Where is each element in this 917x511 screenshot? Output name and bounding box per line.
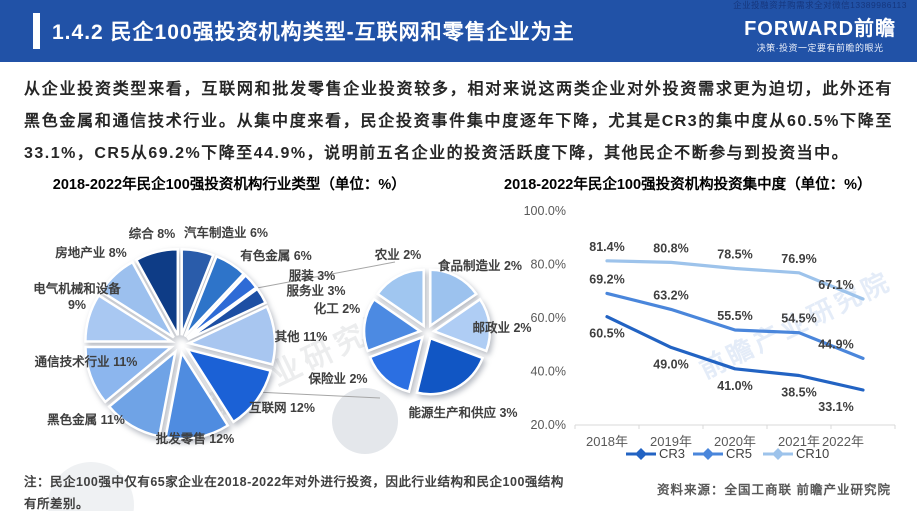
y-axis-tick-label: 20.0% xyxy=(531,418,566,432)
svg-text:能源生产和供应 3%: 能源生产和供应 3% xyxy=(408,405,517,420)
pie-slice xyxy=(431,297,492,353)
series-line-cr3 xyxy=(605,315,865,392)
pie-labels: 食品制造业 2% 邮政业 2% 能源生产和供应 3% 保险业 2% 化工 2% 农业 2% xyxy=(307,247,531,420)
y-axis-tick-label: 100.0% xyxy=(524,204,566,218)
data-label: 80.8% xyxy=(653,241,688,255)
svg-text:通信技术行业 11%: 通信技术行业 11% xyxy=(35,354,138,369)
legend-marker-icon xyxy=(635,448,647,460)
svg-text:服务业 3%: 服务业 3% xyxy=(286,283,345,298)
pie-slice xyxy=(185,304,277,367)
svg-text:互联网 12%: 互联网 12% xyxy=(249,401,315,415)
legend-label-cr3: CR3 xyxy=(659,446,685,461)
intro-paragraph: 从企业投资类型来看，互联网和批发零售企业投资较多，相对来说这两类企业对外投资需求… xyxy=(24,81,893,162)
x-axis-category-label: 2019年 xyxy=(650,434,692,449)
svg-text:汽车制造业 6%: 汽车制造业 6% xyxy=(184,225,268,240)
data-label: 41.0% xyxy=(717,379,752,393)
y-axis-tick-label: 40.0% xyxy=(531,365,566,379)
y-axis-tick-label: 60.0% xyxy=(531,311,566,325)
pie-slice xyxy=(362,297,423,353)
data-label: 49.0% xyxy=(653,357,688,371)
brand-block: 企业投融资并购需求全对微信13389986113 FORWARD前瞻 决策·投资… xyxy=(733,0,907,54)
y-axis-tick-label: 80.0% xyxy=(531,258,566,272)
data-label: 63.2% xyxy=(653,288,688,302)
x-axis-category-label: 2022年 xyxy=(822,434,864,449)
svg-text:电气机械和设备: 电气机械和设备 xyxy=(33,281,121,296)
svg-text:服装 3%: 服装 3% xyxy=(289,268,336,283)
svg-text:化工 2%: 化工 2% xyxy=(314,301,361,316)
data-label: 69.2% xyxy=(589,272,624,286)
line-chart-title: 2018-2022年民企100强投资机构投资集中度（单位：%） xyxy=(504,177,872,193)
x-axis-category-label: 2021年 xyxy=(778,434,820,449)
footnote: 注：民企100强中仅有65家企业在2018-2022年对外进行投资，因此行业结构… xyxy=(24,475,564,511)
svg-text:9%: 9% xyxy=(68,298,86,312)
pie-slice xyxy=(84,293,176,343)
data-label: 60.5% xyxy=(589,327,624,341)
data-source: 资料来源：全国工商联 前瞻产业研究院 xyxy=(657,483,891,497)
series-line-cr5 xyxy=(605,291,865,360)
data-label: 54.5% xyxy=(781,312,816,326)
pie-slice xyxy=(99,260,175,339)
svg-text:黑色金属 11%: 黑色金属 11% xyxy=(47,412,125,427)
svg-text:房地产业 8%: 房地产业 8% xyxy=(55,245,127,260)
pie-slice xyxy=(183,254,246,338)
contact-watermark: 企业投融资并购需求全对微信13389986113 xyxy=(733,0,907,10)
pie-chart-title: 2018-2022年民企100强投资机构行业类型（单位：%） xyxy=(52,177,406,193)
x-axis-category-label: 2018年 xyxy=(586,434,628,449)
svg-text:食品制造业 2%: 食品制造业 2% xyxy=(437,258,522,273)
header-bar: 1.4.2 民企100强投资机构类型-互联网和零售企业为主 企业投融资并购需求全… xyxy=(0,0,917,62)
pie-slice xyxy=(429,268,479,329)
pie-slice xyxy=(84,345,175,404)
pie-slice xyxy=(185,273,259,340)
svg-text:其他 11%: 其他 11% xyxy=(275,329,328,344)
pie-slice xyxy=(107,348,178,438)
svg-text:农业 2%: 农业 2% xyxy=(374,247,422,262)
brand-tagline: 决策·投资一定要有前瞻的眼光 xyxy=(756,43,884,53)
x-axis-category-label: 2020年 xyxy=(714,434,756,449)
data-label: 33.1% xyxy=(818,400,853,414)
concentration-line-chart: 100.0% 80.0% 60.0% 40.0% 20.0% 2018年 2019年 2020… xyxy=(524,204,896,461)
pie-slices xyxy=(362,268,492,396)
pie-slice xyxy=(186,287,268,341)
pie-slice xyxy=(184,347,273,424)
legend-marker-icon xyxy=(772,448,784,460)
data-label: 38.5% xyxy=(781,386,816,400)
svg-text:保险业 2%: 保险业 2% xyxy=(307,371,367,386)
data-label: 44.9% xyxy=(818,337,853,351)
pie-slice xyxy=(375,268,425,329)
pie-slice xyxy=(180,247,215,336)
svg-text:邮政业 2%: 邮政业 2% xyxy=(472,320,531,335)
svg-text:有色金属 6%: 有色金属 6% xyxy=(240,248,312,263)
data-label: 81.4% xyxy=(589,240,624,254)
series-line-cr10 xyxy=(605,259,865,301)
data-label: 78.5% xyxy=(717,248,752,262)
forward-logo: FORWARD前瞻 xyxy=(744,18,897,40)
pie-slices xyxy=(84,247,277,441)
pie-slice xyxy=(415,336,485,396)
pie-slice xyxy=(368,335,425,394)
svg-text:综合 8%: 综合 8% xyxy=(129,226,176,241)
legend-label-cr10: CR10 xyxy=(796,446,829,461)
industry-pie-chart: 汽车制造业 6% 有色金属 6% 服装 3%服务业 3% 其他 11% 互联网 12% 批… xyxy=(33,225,531,446)
title-accent-bar xyxy=(33,13,40,49)
pie-labels: 汽车制造业 6% 有色金属 6% 服装 3%服务业 3% 其他 11% 互联网 12% 批… xyxy=(33,225,345,446)
data-label: 76.9% xyxy=(781,252,816,266)
pie-slice xyxy=(134,248,180,336)
svg-text:批发零售 12%: 批发零售 12% xyxy=(156,431,235,446)
legend-marker-icon xyxy=(702,448,714,460)
pie-slice xyxy=(164,349,230,441)
legend-label-cr5: CR5 xyxy=(726,446,752,461)
data-label: 55.5% xyxy=(717,309,752,323)
chart-titles-row: 2018-2022年民企100强投资机构行业类型（单位：%） 2018-2022… xyxy=(0,173,917,194)
data-label: 67.1% xyxy=(818,278,853,292)
page-title: 1.4.2 民企100强投资机构类型-互联网和零售企业为主 xyxy=(52,21,575,44)
